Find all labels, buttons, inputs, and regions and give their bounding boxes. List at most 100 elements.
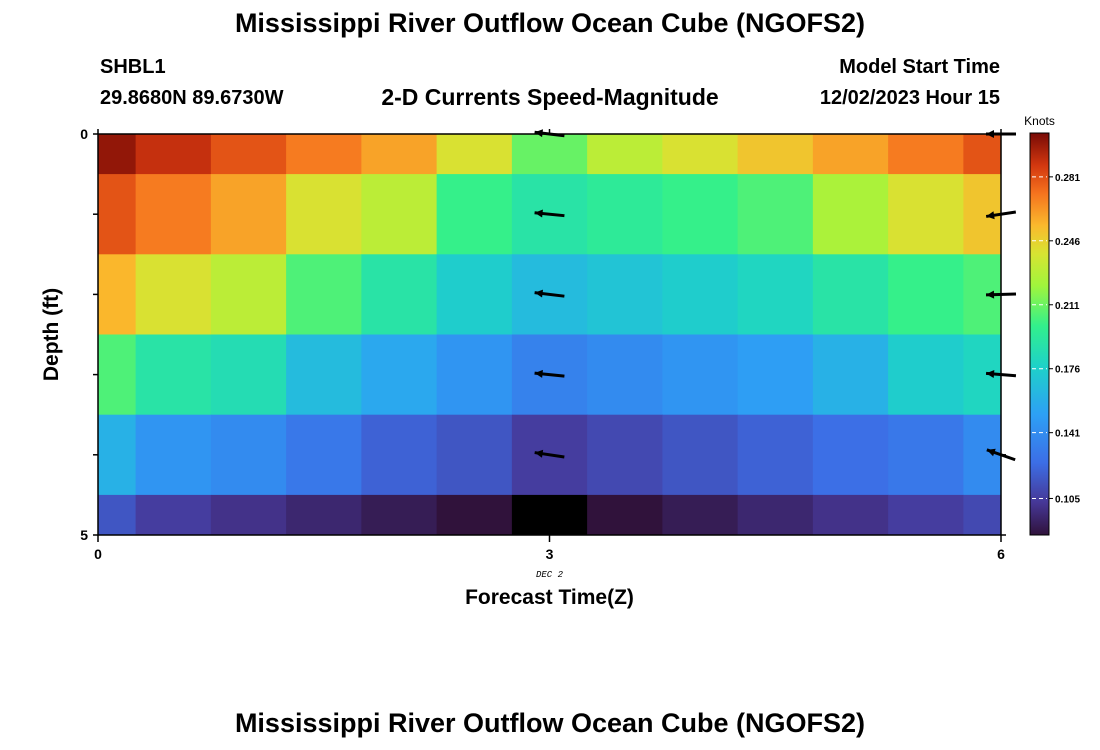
x-axis-title: Forecast Time(Z) — [465, 586, 634, 609]
heatmap-cell — [436, 254, 513, 335]
x-tick-label: 0 — [94, 546, 102, 562]
heatmap-cell — [436, 174, 513, 255]
arrow-head — [986, 370, 995, 379]
heatmap-cell — [135, 254, 212, 335]
chart-title: Mississippi River Outflow Ocean Cube (NG… — [234, 8, 866, 38]
current-arrow — [534, 369, 565, 378]
heatmap-cell — [210, 254, 287, 335]
chart-title-repeat: Mississippi River Outflow Ocean Cube (NG… — [234, 708, 866, 738]
heatmap-cell — [587, 334, 663, 416]
heatmap-cell — [587, 494, 663, 536]
colorbar-tick-label: 0.246 — [1055, 237, 1080, 248]
x-tick-label: 3 — [546, 546, 554, 562]
heatmap-cell — [98, 134, 137, 175]
heatmap-cell — [587, 254, 663, 335]
heatmap-cell — [436, 334, 513, 416]
model-start-label: Model Start Time — [839, 56, 1000, 78]
arrow-head — [534, 129, 544, 138]
heatmap-cell — [286, 134, 362, 175]
heatmap-cell — [135, 174, 212, 255]
heatmap-cell — [98, 334, 137, 416]
colorbar-tick-label: 0.211 — [1055, 301, 1080, 312]
y-axis-title: Depth (ft) — [40, 288, 63, 381]
heatmap-cell — [361, 414, 438, 496]
heatmap-cell — [135, 494, 212, 536]
heatmap-cell — [361, 334, 438, 416]
heatmap-cell — [361, 174, 438, 255]
arrow-head — [534, 449, 544, 458]
heatmap-cell — [98, 414, 137, 496]
heatmap-cell — [888, 334, 964, 416]
heatmap-cell — [888, 134, 964, 175]
heatmap-cell — [436, 414, 513, 496]
arrow-head — [986, 290, 995, 299]
heatmap-cell — [737, 494, 814, 536]
arrow-head — [986, 448, 996, 457]
heatmap-cell — [587, 134, 663, 175]
station-coords: 29.8680N 89.6730W — [100, 87, 284, 109]
heatmap-cell — [737, 254, 814, 335]
heatmap-cell — [662, 494, 739, 536]
heatmap-cell — [361, 254, 438, 335]
arrow-head — [534, 209, 543, 218]
heatmap-cell — [812, 494, 889, 536]
heatmap-cell — [210, 494, 287, 536]
heatmap-cell — [436, 494, 513, 536]
heatmap-cell — [210, 134, 287, 175]
heatmap-cell — [963, 414, 1002, 496]
heatmap-cell — [135, 334, 212, 416]
heatmap-cell — [286, 414, 362, 496]
colorbar-tick-label: 0.176 — [1055, 365, 1080, 376]
heatmap-cell — [210, 334, 287, 416]
heatmap-cell — [135, 414, 212, 496]
heatmap-cell — [812, 134, 889, 175]
arrow-head — [534, 369, 543, 378]
current-arrow — [534, 449, 565, 459]
arrow-head — [534, 289, 544, 298]
heatmap-cell — [662, 254, 739, 335]
heatmap-cell — [98, 494, 137, 536]
arrow-head — [986, 211, 995, 220]
model-start-value: 12/02/2023 Hour 15 — [819, 87, 1000, 109]
heatmap-cell — [963, 494, 1002, 536]
chart-subtitle: 2-D Currents Speed-Magnitude — [381, 84, 719, 110]
heatmap-cell — [361, 494, 438, 536]
y-tick-label: 5 — [80, 527, 88, 543]
heatmap-cells — [98, 134, 1002, 536]
heatmap-cell — [737, 334, 814, 416]
heatmap-cell — [812, 254, 889, 335]
heatmap-cell — [888, 494, 964, 536]
heatmap-cell — [737, 414, 814, 496]
heatmap-cell — [587, 174, 663, 255]
colorbar-tick-label: 0.105 — [1055, 494, 1080, 505]
colorbar-bar — [1029, 132, 1050, 536]
heatmap-cell — [286, 334, 362, 416]
heatmap-cell — [662, 134, 739, 175]
heatmap-cell — [511, 134, 588, 175]
colorbar-tick-label: 0.141 — [1055, 429, 1080, 440]
station-id: SHBL1 — [100, 56, 166, 78]
heatmap-cell — [511, 494, 588, 536]
heatmap-cell — [210, 174, 287, 255]
heatmap-cell — [888, 174, 964, 255]
heatmap-cell — [737, 134, 814, 175]
heatmap-cell — [286, 494, 362, 536]
heatmap-cell — [98, 174, 137, 255]
heatmap-cell — [662, 174, 739, 255]
colorbar-unit: Knots — [1024, 114, 1055, 128]
x-tick-label: 6 — [997, 546, 1005, 562]
current-arrow — [534, 209, 565, 218]
heatmap-cell — [737, 174, 814, 255]
heatmap-cell — [812, 414, 889, 496]
heatmap-cell — [587, 414, 663, 496]
colorbar: Knots 0.281 0.246 0.211 0.176 0.141 0.105 — [1024, 114, 1080, 536]
colorbar-tick-label: 0.281 — [1055, 173, 1080, 184]
heatmap-cell — [662, 334, 739, 416]
heatmap-cell — [888, 254, 964, 335]
heatmap-cell — [361, 134, 438, 175]
heatmap-cell — [812, 334, 889, 416]
heatmap-cell — [812, 174, 889, 255]
heatmap-cell — [98, 254, 137, 335]
